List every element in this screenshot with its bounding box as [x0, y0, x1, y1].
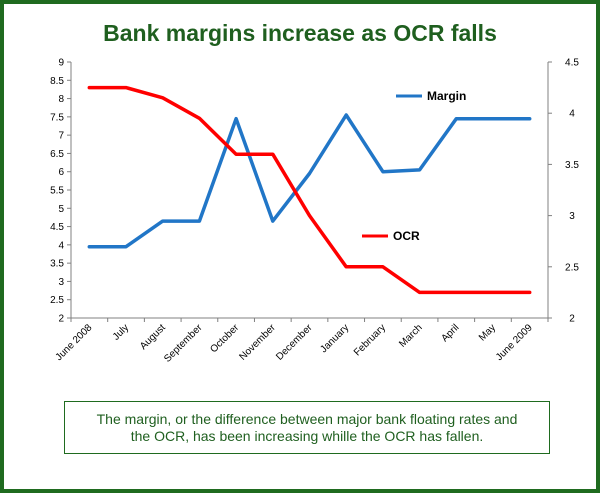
left-axis-tick-label: 2.5 — [50, 295, 64, 306]
caption-box: The margin, or the difference between ma… — [64, 401, 550, 454]
x-axis-category-label: June 2009 — [494, 322, 535, 363]
left-axis-tick-label: 8.5 — [50, 76, 64, 87]
series-line-ocr — [87, 85, 532, 295]
caption-text: The margin, or the difference between ma… — [96, 410, 518, 444]
left-axis-tick-label: 4.5 — [50, 222, 64, 233]
right-axis-tick-label: 3.5 — [565, 160, 579, 171]
x-axis-category-label: October — [208, 322, 241, 355]
x-axis-category-label: April — [439, 322, 461, 344]
right-axis-tick-label: 4 — [569, 109, 575, 120]
x-axis-category-label: May — [477, 322, 498, 343]
left-axis-tick-label: 4 — [58, 240, 64, 251]
left-axis-tick-label: 9 — [58, 58, 64, 69]
chart-svg: 2 2.5 3 3.5 4 4.5 5 5.5 6 6.5 7 7.5 8 8.5 9 2 2.5 3 3.5 4 4.… — [50, 58, 579, 365]
plot-area: 2 2.5 3 3.5 4 4.5 5 5.5 6 6.5 7 7.5 8 8.5 9 2 2.5 3 3.5 4 4.… — [50, 58, 579, 365]
left-axis-tick-label: 7.5 — [50, 112, 64, 123]
legend-label-ocr: OCR — [393, 229, 420, 243]
x-axis-category-label: February — [352, 322, 388, 358]
x-axis-category-label: August — [138, 322, 168, 352]
x-axis-category-label: December — [274, 322, 315, 363]
legend-label-margin: Margin — [427, 89, 466, 103]
left-axis-tick-label: 5 — [58, 204, 64, 215]
x-axis-category-label: June 2008 — [54, 322, 95, 363]
left-axis-tick-label: 3 — [58, 277, 64, 288]
x-axis-category-label: March — [397, 322, 424, 349]
x-axis-category-label: November — [238, 322, 279, 363]
series-line-margin — [87, 113, 532, 249]
left-axis-tick-label: 7 — [58, 131, 64, 142]
left-axis-tick-label: 3.5 — [50, 259, 64, 270]
chart-title: Bank margins increase as OCR falls — [103, 20, 497, 46]
x-axis-category-label: September — [162, 322, 205, 365]
right-axis-tick-label: 2 — [569, 314, 575, 325]
right-axis-tick-label: 4.5 — [565, 58, 579, 69]
x-axis-category-label: January — [318, 322, 351, 355]
left-axis-tick-label: 6.5 — [50, 149, 64, 160]
right-axis-tick-label: 2.5 — [565, 262, 579, 273]
left-axis-tick-label: 6 — [58, 167, 64, 178]
x-axis-category-label: July — [111, 322, 131, 342]
right-axis-tick-label: 3 — [569, 211, 575, 222]
left-axis-tick-label: 5.5 — [50, 186, 64, 197]
left-axis-tick-label: 2 — [58, 314, 64, 325]
left-axis-tick-label: 8 — [58, 94, 64, 105]
